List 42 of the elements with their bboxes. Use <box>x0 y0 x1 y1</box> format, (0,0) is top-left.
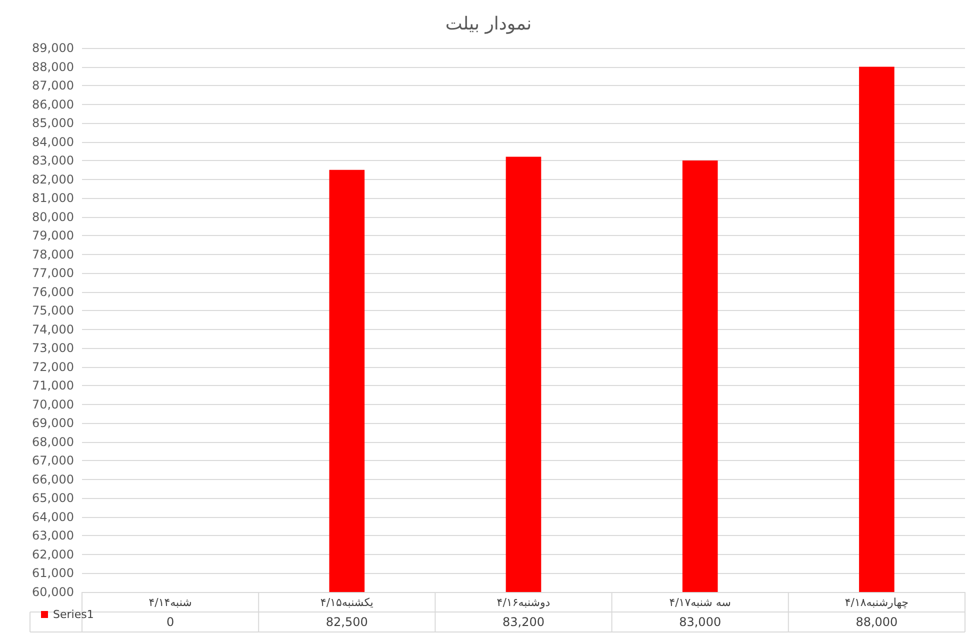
text: 83,000 <box>679 615 722 629</box>
x-tick-label: یکشنبه۴/۱۵ <box>320 596 374 609</box>
y-tick-label: 70,000 <box>32 397 74 412</box>
y-tick-label: 79,000 <box>32 228 74 243</box>
text: 88,000 <box>856 615 898 629</box>
x-tick-label: شنبه۴/۱۴ <box>148 596 192 609</box>
y-tick-label: 83,000 <box>32 154 74 168</box>
y-tick-label: 86,000 <box>32 97 74 112</box>
y-tick-label: 64,000 <box>32 510 74 524</box>
x-tick-label: دوشنبه۴/۱۶ <box>496 596 550 609</box>
y-tick-label: 68,000 <box>32 434 74 449</box>
y-tick-label: 67,000 <box>32 454 74 468</box>
x-tick-label: سه شنبه۴/۱۷ <box>669 596 732 609</box>
y-tick-label: 80,000 <box>32 210 74 224</box>
x-tick-label: چهارشنبه۴/۱۸ <box>844 596 909 609</box>
y-tick-label: 66,000 <box>32 472 74 486</box>
legend-label: Series1 <box>53 608 94 621</box>
y-tick-label: 72,000 <box>32 360 74 374</box>
chart-title: نمودار بیلت <box>445 14 532 34</box>
y-tick-label: 78,000 <box>32 247 74 262</box>
y-tick-label: 60,000 <box>32 585 74 599</box>
y-tick-label: 71,000 <box>32 378 74 393</box>
y-tick-label: 85,000 <box>32 116 74 130</box>
y-tick-label: 65,000 <box>32 491 74 506</box>
y-tick-label: 69,000 <box>32 416 74 430</box>
y-tick-label: 61,000 <box>32 566 74 580</box>
y-tick-label: 82,000 <box>32 172 74 186</box>
text: 82,500 <box>326 615 368 629</box>
text: 0 <box>166 615 174 629</box>
y-tick-label: 74,000 <box>32 322 74 336</box>
y-tick-label: 87,000 <box>32 78 74 93</box>
y-tick-label: 63,000 <box>32 528 74 543</box>
y-tick-label: 81,000 <box>32 191 74 206</box>
text: 83,200 <box>502 615 544 629</box>
y-tick-label: 77,000 <box>32 266 74 280</box>
y-tick-label: 84,000 <box>32 134 74 149</box>
y-tick-label: 62,000 <box>32 547 74 562</box>
y-tick-label: 88,000 <box>32 60 74 74</box>
y-tick-label: 73,000 <box>32 341 74 356</box>
y-tick-label: 89,000 <box>32 41 74 55</box>
y-tick-label: 75,000 <box>32 304 74 318</box>
y-tick-label: 76,000 <box>32 284 74 299</box>
